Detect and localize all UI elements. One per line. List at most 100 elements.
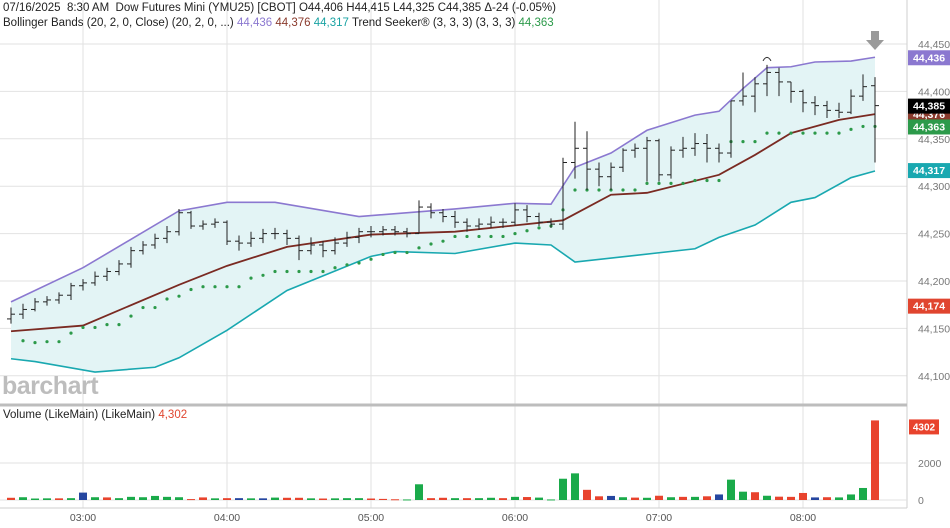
trend-seeker-dot <box>753 140 757 144</box>
ohlc-bar <box>391 226 399 236</box>
ohlc-bar <box>607 162 615 190</box>
price-tick-label: 44,400 <box>918 86 950 98</box>
trend-seeker-dot <box>777 131 781 135</box>
price-badge-bg <box>908 163 950 179</box>
ohlc-bar <box>175 208 183 236</box>
volume-bar <box>127 496 135 500</box>
price-tick-label: 44,150 <box>918 323 950 335</box>
volume-bar <box>379 498 387 500</box>
volume-bar <box>187 499 195 501</box>
ohlc-bar <box>223 220 231 245</box>
ohlc-bar <box>55 292 63 304</box>
bb-lower-value: 44,317 <box>313 17 349 29</box>
volume-tick-label: 2000 <box>918 458 942 470</box>
volume-bar <box>499 498 507 500</box>
volume-bar <box>331 498 339 500</box>
trend-seeker-dot <box>669 181 673 185</box>
ohlc-bar <box>199 220 207 230</box>
volume-bar <box>271 497 279 500</box>
ohlc-bar <box>679 136 687 158</box>
trend-seeker-dot <box>21 339 25 343</box>
ohlc-bar <box>139 241 147 255</box>
trend-seeker-dot <box>813 131 817 135</box>
ohlc-bar <box>559 157 567 230</box>
trend-seeker-dot <box>453 234 457 239</box>
volume-bar <box>475 498 483 500</box>
volume-bar <box>679 496 687 500</box>
ohlc-bar <box>19 303 27 319</box>
ohlc-bar <box>631 143 639 158</box>
ohlc-bar <box>415 200 423 235</box>
trend-seeker-dot <box>741 140 745 144</box>
volume-bar <box>775 496 783 500</box>
trend-seeker-dot <box>129 314 133 318</box>
volume-bar <box>523 497 531 500</box>
trend-seeker-dot <box>309 269 313 274</box>
volume-bar <box>751 492 759 500</box>
trend-seeker-dot <box>117 323 121 327</box>
trend-seeker-dot <box>765 131 769 135</box>
price-badge-text: 44,385 <box>913 101 945 113</box>
trend-seeker-dot <box>45 340 49 344</box>
volume-bar <box>199 497 207 500</box>
trend-seeker-dot <box>501 234 505 239</box>
volume-bar <box>535 497 543 500</box>
trend-seeker-label[interactable]: Trend Seeker® (3, 3, 3) (3, 3, 3) <box>351 17 516 29</box>
ohlc-bar <box>511 203 519 227</box>
trend-seeker-dot <box>633 188 637 192</box>
volume-bar <box>595 496 603 500</box>
volume-bar <box>19 497 27 500</box>
ohlc-bar <box>547 218 555 228</box>
volume-bar <box>439 497 447 500</box>
ohlc-bar <box>163 226 171 244</box>
ohlc-bar <box>355 227 363 244</box>
volume-bar <box>547 499 555 501</box>
trend-seeker-dot <box>69 331 73 335</box>
volume-label[interactable]: Volume (LikeMain) (LikeMain) <box>3 409 156 421</box>
ohlc-bar <box>835 102 843 118</box>
volume-bar <box>343 498 351 500</box>
ohlc-bar <box>667 146 675 179</box>
volume-bar <box>247 498 255 500</box>
ohlc-bar <box>343 231 351 247</box>
ohlc-bar <box>523 205 531 223</box>
ohlc-bar <box>295 235 303 261</box>
volume-value: 4,302 <box>158 409 188 421</box>
volume-bar <box>847 494 855 500</box>
bollinger-label[interactable]: Bollinger Bands (20, 2, 0, Close) (20, 2… <box>3 17 234 29</box>
ohlc-bar <box>151 233 159 249</box>
ohlc-bar <box>751 77 759 113</box>
price-tick-label: 44,250 <box>918 229 950 241</box>
trend-seeker-dot <box>369 257 373 261</box>
volume-bar <box>43 498 51 500</box>
ohlc-bar <box>103 267 111 281</box>
volume-bar <box>403 499 411 501</box>
ohlc-bar <box>571 121 579 179</box>
ohlc-bar <box>487 216 495 228</box>
trend-seeker-dot <box>393 250 397 255</box>
volume-bar <box>631 497 639 500</box>
barchart-logo: barchart <box>2 372 99 400</box>
volume-bar <box>307 498 315 500</box>
ohlc-bar <box>811 96 819 116</box>
volume-bar <box>55 498 63 500</box>
ohlc-bar <box>871 77 879 163</box>
trend-seeker-dot <box>297 269 301 274</box>
volume-bar <box>655 495 663 500</box>
volume-bar <box>571 473 579 500</box>
trend-seeker-dot <box>789 131 793 135</box>
bollinger-upper-line <box>10 56 876 303</box>
trend-seeker-dot <box>681 181 685 185</box>
trend-seeker-dot <box>693 178 697 183</box>
trend-seeker-dot <box>573 188 577 192</box>
volume-bar <box>7 497 15 500</box>
volume-bar <box>811 497 819 500</box>
ohlc-bar <box>859 74 867 101</box>
trend-seeker-dot <box>825 131 829 135</box>
volume-bar <box>451 498 459 500</box>
ohlc-bar <box>7 307 15 324</box>
ohlc-bar <box>127 246 135 268</box>
ohlc-bar <box>475 218 483 230</box>
volume-label-line: Volume (LikeMain) (LikeMain) 4,302 <box>3 409 187 421</box>
